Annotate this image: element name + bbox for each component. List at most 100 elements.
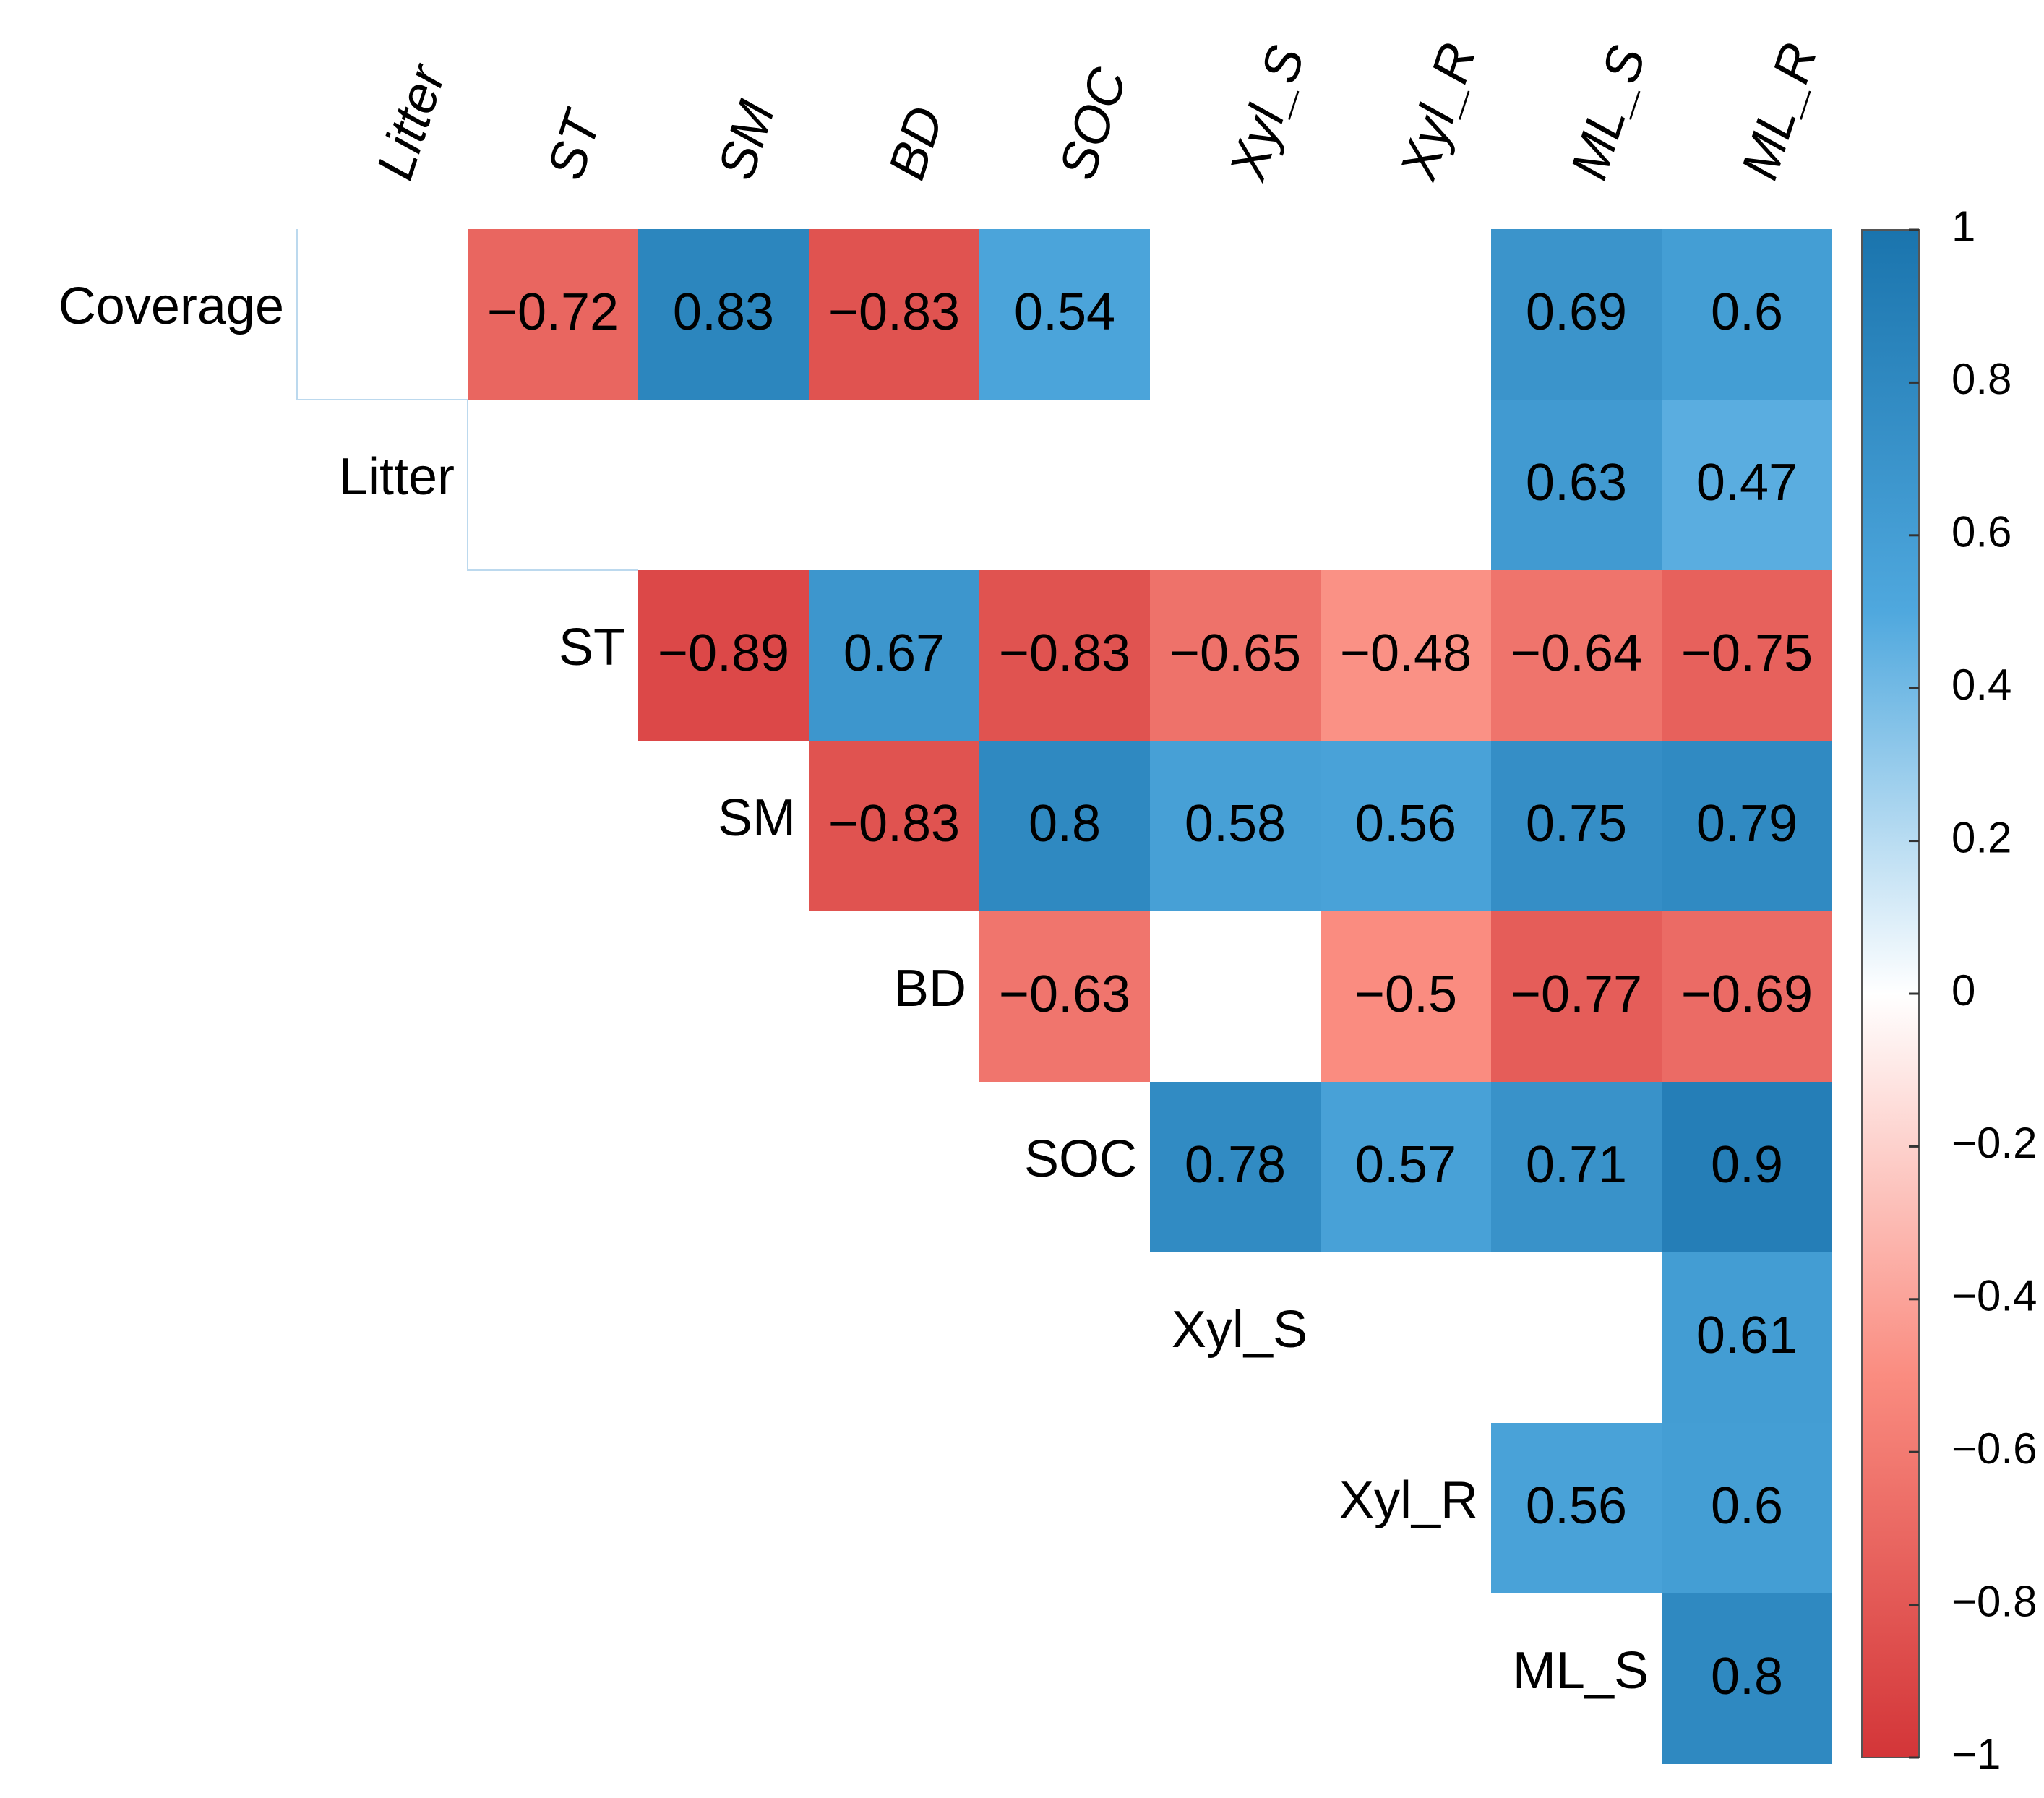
empty-cell [1321,1252,1491,1423]
column-label: Xyl_R [1389,36,1487,187]
cell-label: −0.83 [828,795,960,853]
empty-cell [979,400,1150,570]
cell [1662,1252,1832,1423]
cell [979,741,1150,911]
cell-label: −0.77 [1511,965,1642,1023]
cell-label: 0.8 [1029,795,1101,853]
cell-label: 0.6 [1711,1477,1783,1535]
cell-label: −0.5 [1354,965,1457,1023]
cell [468,229,638,400]
cell-label: 0.56 [1526,1477,1627,1535]
column-label: ST [536,102,613,186]
cell [1491,1423,1662,1593]
cell [1491,570,1662,741]
cell-label: −0.69 [1681,965,1813,1023]
cell-label: −0.75 [1681,624,1813,682]
column-label: Litter [366,56,457,186]
empty-cell [468,400,638,570]
cell-label: 0.75 [1526,795,1627,853]
cell [1662,741,1832,911]
empty-cell [297,229,468,400]
empty-cell [638,400,809,570]
cell [638,229,809,400]
row-label: Litter [339,448,455,506]
cell [1150,570,1321,741]
row-label: BD [894,960,966,1018]
cell-label: −0.64 [1511,624,1642,682]
cell-label: 0.47 [1696,454,1798,512]
cell-label: 0.61 [1696,1307,1798,1364]
cell [638,570,809,741]
cell-label: 0.63 [1526,454,1627,512]
cell [1321,570,1491,741]
row-label: ST [559,619,625,676]
colorbar-tick-label: 0.8 [1951,355,2011,403]
cell [1662,1593,1832,1764]
cell-label: 0.57 [1355,1136,1456,1194]
empty-cell [809,400,979,570]
empty-cell [1491,1252,1662,1423]
row-label: SOC [1024,1130,1137,1188]
cell-label: 0.71 [1526,1136,1627,1194]
cell [809,741,979,911]
cell [1491,229,1662,400]
colorbar-tick-label: 0 [1951,966,1975,1015]
cell-label: −0.65 [1169,624,1301,682]
cell [1321,1082,1491,1252]
cell-label: 0.9 [1711,1136,1783,1194]
cell-label: 0.8 [1711,1648,1783,1705]
cell [1662,911,1832,1082]
cell-label: 0.78 [1185,1136,1286,1194]
colorbar-tick-label: 0.2 [1951,813,2011,861]
cell-label: −0.63 [999,965,1130,1023]
column-label: SM [707,94,786,186]
cell [979,911,1150,1082]
column-label: ML_S [1560,39,1657,186]
empty-cell [1150,400,1321,570]
column-label: Xyl_S [1219,39,1316,188]
row-label: Coverage [59,278,284,335]
cell-label: 0.6 [1711,283,1783,341]
colorbar-tick-label: −0.2 [1951,1119,2037,1167]
empty-cell [1321,400,1491,570]
row-label: Xyl_S [1172,1301,1307,1359]
cell [809,229,979,400]
cell [1321,911,1491,1082]
cell-label: −0.83 [828,283,960,341]
cell [1662,1082,1832,1252]
cell [1491,911,1662,1082]
cell-label: 0.54 [1014,283,1115,341]
row-label: Xyl_R [1339,1471,1478,1529]
cell [809,570,979,741]
empty-cell [1150,911,1321,1082]
cell-label: 0.56 [1355,795,1456,853]
row-label: SM [718,789,796,847]
cell-label: −0.72 [487,283,619,341]
colorbar-tick-label: 0.4 [1951,661,2011,709]
cell [1321,741,1491,911]
cell [979,570,1150,741]
cell-label: 0.67 [843,624,945,682]
cell [1662,400,1832,570]
cell-label: 0.58 [1185,795,1286,853]
row-label: ML_S [1513,1642,1649,1700]
column-label: ML_R [1730,36,1828,186]
colorbar-tick-label: −0.4 [1951,1272,2037,1320]
cell-label: −0.48 [1340,624,1472,682]
cell [1662,229,1832,400]
cell-label: 0.79 [1696,795,1798,853]
cell-label: 0.69 [1526,283,1627,341]
cell [1491,400,1662,570]
cell [979,229,1150,400]
colorbar-tick-label: 0.6 [1951,508,2011,556]
cell-label: −0.83 [999,624,1130,682]
empty-cell [1321,229,1491,400]
cell-label: −0.89 [658,624,789,682]
colorbar-tick-label: −0.8 [1951,1577,2037,1625]
colorbar-tick-label: 1 [1951,202,1975,251]
colorbar-tick-label: −0.6 [1951,1424,2037,1473]
cell [1491,1082,1662,1252]
cell [1491,741,1662,911]
column-label: SOC [1048,61,1138,186]
